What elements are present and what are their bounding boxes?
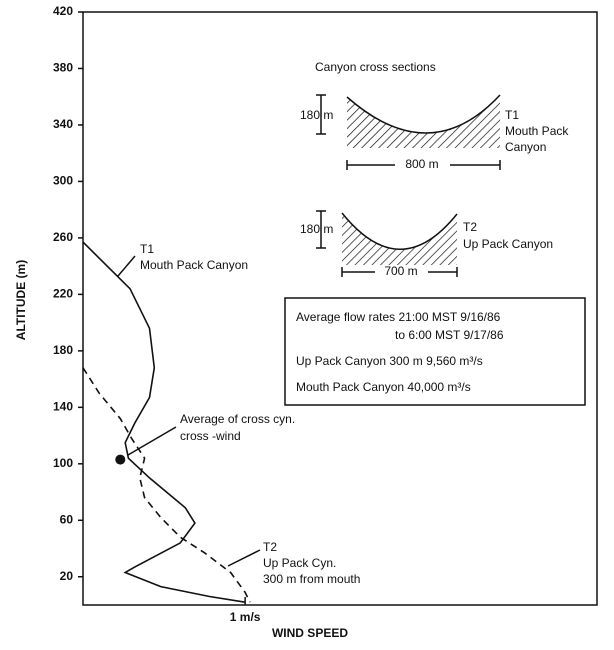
box-line: to 6:00 MST 9/17/86 bbox=[395, 328, 504, 342]
arrow bbox=[118, 256, 135, 276]
x-axis-label: WIND SPEED bbox=[272, 626, 348, 640]
t2-depth: 180 m bbox=[300, 222, 333, 236]
y-tick-label: 420 bbox=[53, 4, 73, 18]
arrow bbox=[128, 427, 176, 455]
y-tick-label: 380 bbox=[53, 61, 73, 75]
series-label: Up Pack Cyn. bbox=[263, 556, 336, 570]
average-label: Average of cross cyn. bbox=[180, 412, 295, 426]
average-point bbox=[115, 455, 125, 465]
y-tick-label: 260 bbox=[53, 230, 73, 244]
inset-title: Canyon cross sections bbox=[315, 60, 436, 74]
t1-label: Mouth Pack bbox=[505, 124, 569, 138]
series-name: T2 bbox=[263, 540, 277, 554]
series-label: Mouth Pack Canyon bbox=[140, 258, 248, 272]
series-label: 300 m from mouth bbox=[263, 572, 360, 586]
t2-label: Up Pack Canyon bbox=[463, 237, 553, 251]
canyon-t1 bbox=[347, 95, 500, 148]
t1-width: 800 m bbox=[405, 157, 438, 171]
average-label: cross -wind bbox=[180, 429, 241, 443]
box-line: Up Pack Canyon 300 m 9,560 m³/s bbox=[296, 354, 483, 368]
t1-name: T1 bbox=[505, 108, 519, 122]
y-tick-label: 60 bbox=[60, 512, 74, 526]
arrow bbox=[228, 550, 260, 566]
y-tick-label: 20 bbox=[60, 569, 74, 583]
box-line: Mouth Pack Canyon 40,000 m³/s bbox=[296, 380, 471, 394]
t2-width: 700 m bbox=[384, 264, 417, 278]
y-tick-label: 220 bbox=[53, 287, 73, 301]
x-tick-label: 1 m/s bbox=[230, 610, 261, 624]
y-tick-label: 140 bbox=[53, 400, 73, 414]
t1-label: Canyon bbox=[505, 140, 546, 154]
series-name: T1 bbox=[140, 242, 154, 256]
y-tick-label: 100 bbox=[53, 456, 73, 470]
line bbox=[83, 368, 250, 602]
y-axis-label: ALTITUDE (m) bbox=[14, 260, 28, 340]
box-line: Average flow rates 21:00 MST 9/16/86 bbox=[296, 310, 501, 324]
t1-depth: 180 m bbox=[300, 108, 333, 122]
inset: Canyon cross sections 180 m 800 m T1 Mou… bbox=[285, 60, 585, 405]
y-tick-label: 300 bbox=[53, 174, 73, 188]
y-tick-label: 180 bbox=[53, 343, 73, 357]
chart: ALTITUDE (m) WIND SPEED Canyon cross sec… bbox=[0, 0, 614, 645]
y-tick-label: 340 bbox=[53, 117, 73, 131]
t2-name: T2 bbox=[463, 220, 477, 234]
canyon-t2 bbox=[342, 213, 457, 265]
